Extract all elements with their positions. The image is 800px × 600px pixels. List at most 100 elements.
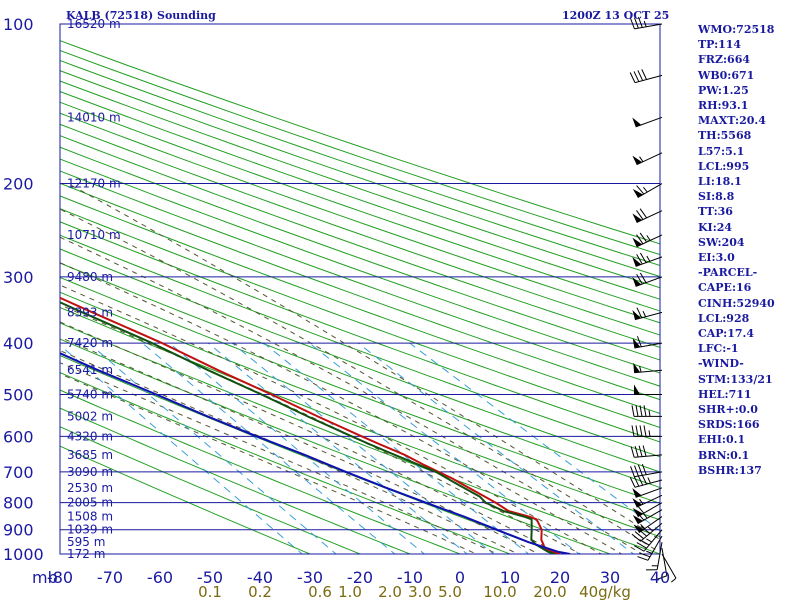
- mixing-ratio-label: 20.0: [533, 583, 566, 600]
- pressure-tick-label: 300: [3, 268, 34, 287]
- dry-adiabat-line: [60, 221, 660, 443]
- mixing-ratio-line: [309, 342, 581, 554]
- index-item: TT:36: [698, 205, 733, 219]
- pressure-tick-label: 1000: [3, 545, 44, 564]
- dry-adiabat-line: [60, 90, 660, 300]
- height-label: 3685 m: [67, 448, 113, 462]
- mixing-ratio-label: 3.0: [408, 583, 432, 600]
- mixing-ratio-line: [409, 342, 660, 532]
- dry-adiabat-line: [60, 80, 660, 289]
- dry-adiabat-line: [60, 322, 660, 554]
- index-item: BRN:0.1: [698, 448, 750, 462]
- index-item: WB0:671: [698, 68, 755, 82]
- index-item: KI:24: [698, 220, 733, 234]
- height-label: 5002 m: [67, 409, 113, 423]
- height-label: 5740 m: [67, 387, 113, 401]
- dry-adiabat-line: [60, 208, 660, 429]
- mixing-ratio-line: [60, 344, 303, 554]
- wind-barb: [632, 252, 663, 267]
- wind-barb: [632, 232, 663, 248]
- pressure-tick-label: 800: [3, 494, 34, 513]
- wind-barb: [661, 553, 677, 583]
- parcel-line: [60, 352, 571, 554]
- temperature-tick-label: 0: [455, 568, 465, 587]
- index-item: WMO:72518: [698, 23, 775, 36]
- dry-adiabat-line: [60, 59, 660, 266]
- wind-barb: [632, 208, 663, 223]
- mixing-ratio-label: 1.0: [338, 583, 362, 600]
- moist-adiabat-line: [60, 262, 623, 554]
- mixing-ratio-line: [207, 342, 468, 554]
- mixing-ratio-label: 0.6: [308, 583, 332, 600]
- height-label: 1039 m: [67, 523, 113, 537]
- wind-barb: [630, 445, 663, 458]
- dry-adiabat-line: [60, 407, 412, 554]
- dry-adiabat-line: [60, 234, 660, 458]
- mixing-ratio-label: 0.1: [198, 583, 222, 600]
- dry-adiabat-line: [60, 170, 660, 387]
- index-item: SRDS:166: [698, 418, 760, 432]
- pressure-tick-label: 100: [3, 15, 34, 34]
- index-item: CAPE:16: [698, 281, 752, 295]
- temperature-tick-label: -70: [97, 568, 123, 587]
- pressure-tick-label: 200: [3, 175, 34, 194]
- moist-adiabat-line: [60, 362, 499, 554]
- mixing-ratio-line: [357, 342, 635, 554]
- dry-adiabat-line: [60, 70, 660, 278]
- mixing-ratio-label: 2.0: [378, 583, 402, 600]
- dry-adiabat-line: [60, 195, 660, 414]
- wind-barb: [645, 542, 663, 571]
- wind-barb: [631, 522, 663, 542]
- height-label: 8393 m: [67, 305, 113, 319]
- index-item: SI:8.8: [698, 190, 735, 204]
- dry-adiabat-line: [60, 101, 660, 312]
- index-item: LCL:928: [698, 311, 750, 325]
- mixing-ratio-lines: [60, 342, 660, 554]
- pressure-tick-label: 500: [3, 385, 34, 404]
- index-item: SW:204: [698, 235, 745, 249]
- dry-adiabat-line: [60, 49, 660, 256]
- temperature-tick-label: 20: [550, 568, 570, 587]
- moist-adiabats: [60, 183, 660, 554]
- index-item: RH:93.1: [698, 99, 749, 113]
- dry-adiabat-line: [60, 291, 660, 521]
- index-item: TH:5568: [698, 129, 752, 143]
- temperature-tick-label: -30: [297, 568, 323, 587]
- dry-adiabat-line: [60, 158, 660, 374]
- chart-datetime: 1200Z 13 OCT 25: [562, 9, 670, 22]
- dry-adiabat-line: [60, 182, 660, 401]
- sounding-series: [60, 296, 571, 554]
- pressure-tick-label: 600: [3, 427, 34, 446]
- height-label: 2005 m: [67, 496, 113, 510]
- dewpoint-line: [60, 301, 556, 554]
- moist-adiabat-line: [60, 373, 478, 554]
- height-label: 1508 m: [67, 510, 113, 524]
- dry-adiabat-line: [60, 40, 660, 245]
- mixing-ratio-label: 5.0: [438, 583, 462, 600]
- wind-barb: [629, 473, 663, 488]
- mixing-ratio-line: [142, 342, 396, 554]
- wind-barb: [629, 69, 663, 84]
- dry-adiabat-line: [60, 445, 312, 554]
- dry-adiabat-line: [60, 135, 660, 348]
- mixing-ratio-label: 40g/kg: [579, 583, 631, 600]
- index-item: BSHR:137: [698, 463, 762, 477]
- pressure-tick-label: 400: [3, 334, 34, 353]
- wind-barb: [632, 152, 663, 166]
- wind-barb: [633, 516, 663, 534]
- dry-adiabat-line: [60, 262, 660, 489]
- temperature-tick-label: -50: [197, 568, 223, 587]
- mixing-ratio-line: [231, 342, 495, 554]
- wind-barb: [630, 464, 663, 478]
- temperature-tick-label: 10: [500, 568, 520, 587]
- temperature-tick-label: -80: [47, 568, 73, 587]
- dry-adiabat-line: [60, 306, 660, 538]
- wind-barb: [630, 16, 663, 30]
- wind-barb: [632, 487, 663, 498]
- moist-adiabat-line: [60, 208, 660, 553]
- temperature-tick-label: -60: [147, 568, 173, 587]
- index-item: -PARCEL-: [698, 266, 758, 280]
- height-label: 10710 m: [67, 228, 121, 242]
